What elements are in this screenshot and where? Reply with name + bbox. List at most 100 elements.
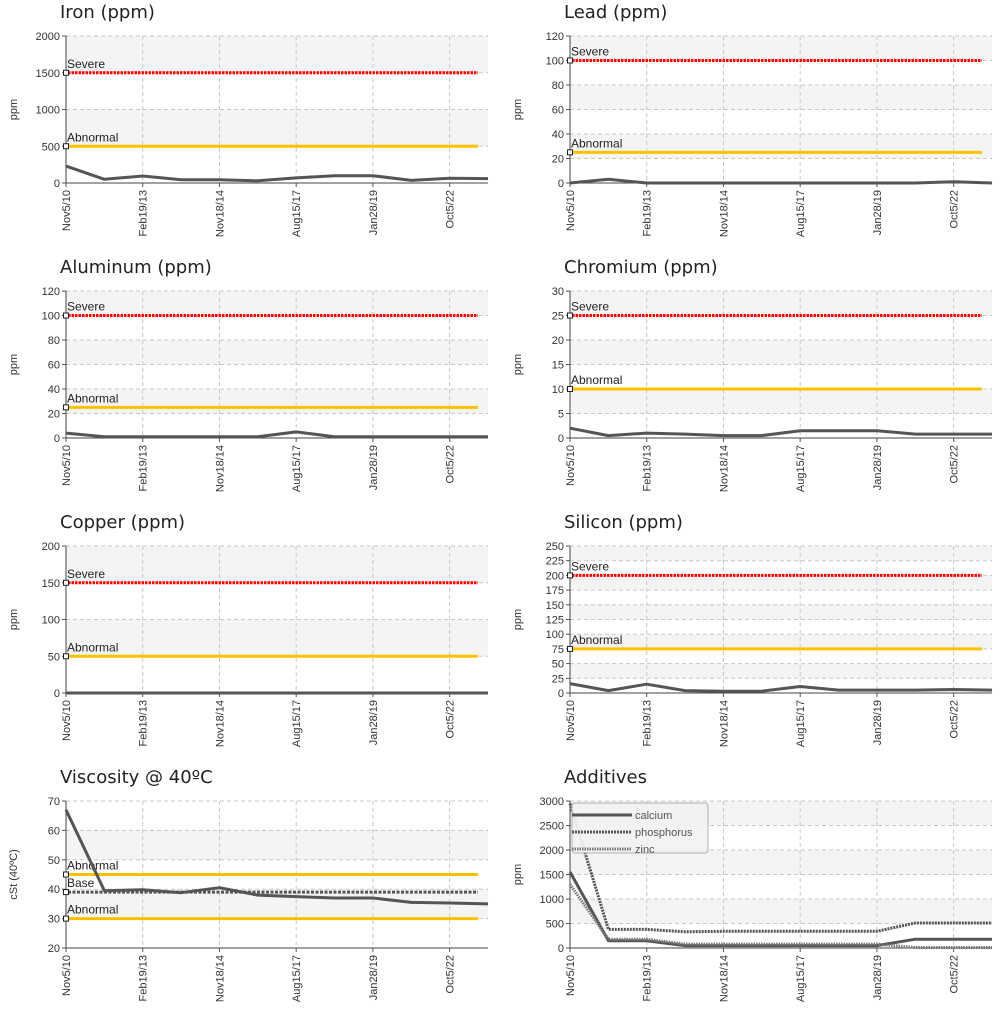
grid-band — [570, 85, 992, 110]
limit-label: Severe — [571, 45, 609, 59]
x-tick-label: Feb19/13 — [642, 190, 654, 236]
y-tick-label: 1000 — [540, 894, 564, 906]
limit-label: Abnormal — [67, 640, 118, 654]
x-tick-label: Jan28/19 — [872, 700, 884, 745]
y-tick-label: 80 — [552, 80, 564, 92]
grid-band — [66, 546, 488, 583]
x-tick-label: Aug15/17 — [795, 955, 807, 1002]
x-tick-label: Jan28/19 — [872, 955, 884, 1000]
data-series-line — [569, 177, 993, 185]
chart-svg: 0 500 1000 1500 2000 Nov5/10 Feb19/13 Nov18/14 A… — [8, 31, 489, 237]
grid-band — [66, 36, 488, 73]
legend-entry: phosphorus — [635, 827, 693, 839]
y-tick-label: 20 — [48, 943, 60, 955]
grid-band — [570, 134, 992, 159]
x-tick-label: Oct5/22 — [445, 700, 457, 739]
chart-title: Copper (ppm) — [60, 512, 186, 533]
grid-band — [570, 663, 992, 679]
y-tick-label: 0 — [54, 178, 60, 190]
y-tick-label: 30 — [552, 286, 564, 298]
y-tick-label: 10 — [552, 384, 564, 396]
y-tick-label: 500 — [42, 141, 60, 153]
y-tick-label: 0 — [558, 433, 564, 445]
y-tick-label: 60 — [552, 105, 564, 117]
limit-marker — [567, 57, 573, 64]
chart-title: Iron (ppm) — [60, 2, 155, 23]
grid-band — [570, 340, 992, 365]
y-tick-label: 100 — [42, 311, 60, 323]
y-tick-label: 0 — [54, 688, 60, 700]
chart-title: Silicon (ppm) — [564, 512, 683, 533]
data-series-line — [568, 803, 992, 934]
grid-band — [570, 389, 992, 414]
x-tick-label: Aug15/17 — [795, 700, 807, 747]
x-tick-label: Nov5/10 — [61, 700, 73, 741]
y-tick-label: 0 — [558, 943, 564, 955]
grid-band — [66, 830, 488, 860]
limit-label: Abnormal — [67, 130, 118, 144]
limit-marker — [63, 871, 69, 878]
chart-panel-silicon: Silicon (ppm) 0 25 50 75 100 125 150 175 200 225 2… — [504, 510, 1008, 765]
y-axis-label: cSt (40ºC) — [8, 849, 20, 899]
y-tick-label: 3000 — [540, 796, 564, 808]
y-tick-label: 2000 — [36, 31, 60, 43]
grid-band — [570, 575, 992, 591]
x-tick-label: Oct5/22 — [445, 445, 457, 484]
limit-label: Abnormal — [67, 903, 118, 917]
x-tick-label: Jan28/19 — [368, 445, 380, 490]
grid-band — [570, 850, 992, 875]
legend-entry: zinc — [635, 844, 655, 856]
limit-marker — [567, 645, 573, 652]
x-tick-label: Jan28/19 — [872, 445, 884, 490]
data-series-line — [568, 871, 992, 948]
limit-label: Severe — [571, 300, 609, 314]
limit-marker — [567, 312, 573, 319]
x-tick-label: Jan28/19 — [368, 700, 380, 745]
chart-svg: 0 20 40 60 80 100 120 Nov5/10 Feb19/13 Nov18/14 Au… — [512, 31, 993, 237]
y-axis-label: ppm — [512, 99, 524, 120]
y-tick-label: 15 — [552, 360, 564, 372]
x-tick-label: Jan28/19 — [872, 190, 884, 235]
y-tick-label: 2500 — [540, 821, 564, 833]
x-tick-label: Nov5/10 — [565, 955, 577, 996]
y-axis-label: ppm — [512, 609, 524, 630]
legend-entry: calcium — [635, 810, 672, 822]
y-tick-label: 200 — [42, 541, 60, 553]
grid-band — [570, 634, 992, 649]
chart-svg: 0 500 1000 1500 2000 2500 3000 Nov5/10 Feb19/13 N… — [512, 796, 992, 1002]
grid-band — [66, 109, 488, 147]
y-tick-label: 225 — [546, 556, 564, 568]
x-tick-label: Aug15/17 — [291, 190, 303, 237]
x-tick-label: Nov18/14 — [214, 445, 226, 492]
grid-band — [66, 389, 488, 414]
x-tick-label: Nov18/14 — [214, 700, 226, 747]
data-series-line — [65, 164, 489, 183]
chart-svg: 20 30 40 50 60 70 Nov5/10 Feb19/13 Nov18/14 Aug15… — [8, 796, 489, 1002]
y-tick-label: 40 — [48, 384, 60, 396]
y-tick-label: 200 — [546, 570, 564, 582]
grid-band — [66, 619, 488, 657]
y-tick-label: 0 — [558, 178, 564, 190]
limit-marker — [567, 386, 573, 392]
y-tick-label: 75 — [552, 644, 564, 656]
y-tick-label: 1000 — [36, 105, 60, 117]
x-tick-label: Nov18/14 — [718, 955, 730, 1002]
chart-svg: 0 50 100 150 200 Nov5/10 Feb19/13 Nov18/14 Aug15… — [8, 541, 488, 747]
limit-label: Base — [67, 876, 95, 890]
y-tick-label: 1500 — [36, 68, 60, 80]
x-tick-label: Aug15/17 — [795, 190, 807, 237]
limit-label: Severe — [67, 300, 105, 314]
y-tick-label: 500 — [546, 919, 564, 931]
y-tick-label: 0 — [54, 433, 60, 445]
data-series-line — [569, 682, 993, 693]
grid-band — [570, 546, 992, 561]
limit-marker — [63, 653, 69, 660]
y-tick-label: 125 — [546, 615, 564, 627]
chart-title: Aluminum (ppm) — [60, 257, 212, 278]
y-tick-label: 150 — [42, 578, 60, 590]
x-tick-label: Aug15/17 — [795, 445, 807, 492]
x-tick-label: Feb19/13 — [138, 445, 150, 491]
x-tick-label: Nov18/14 — [214, 955, 226, 1002]
y-tick-label: 100 — [546, 56, 564, 68]
